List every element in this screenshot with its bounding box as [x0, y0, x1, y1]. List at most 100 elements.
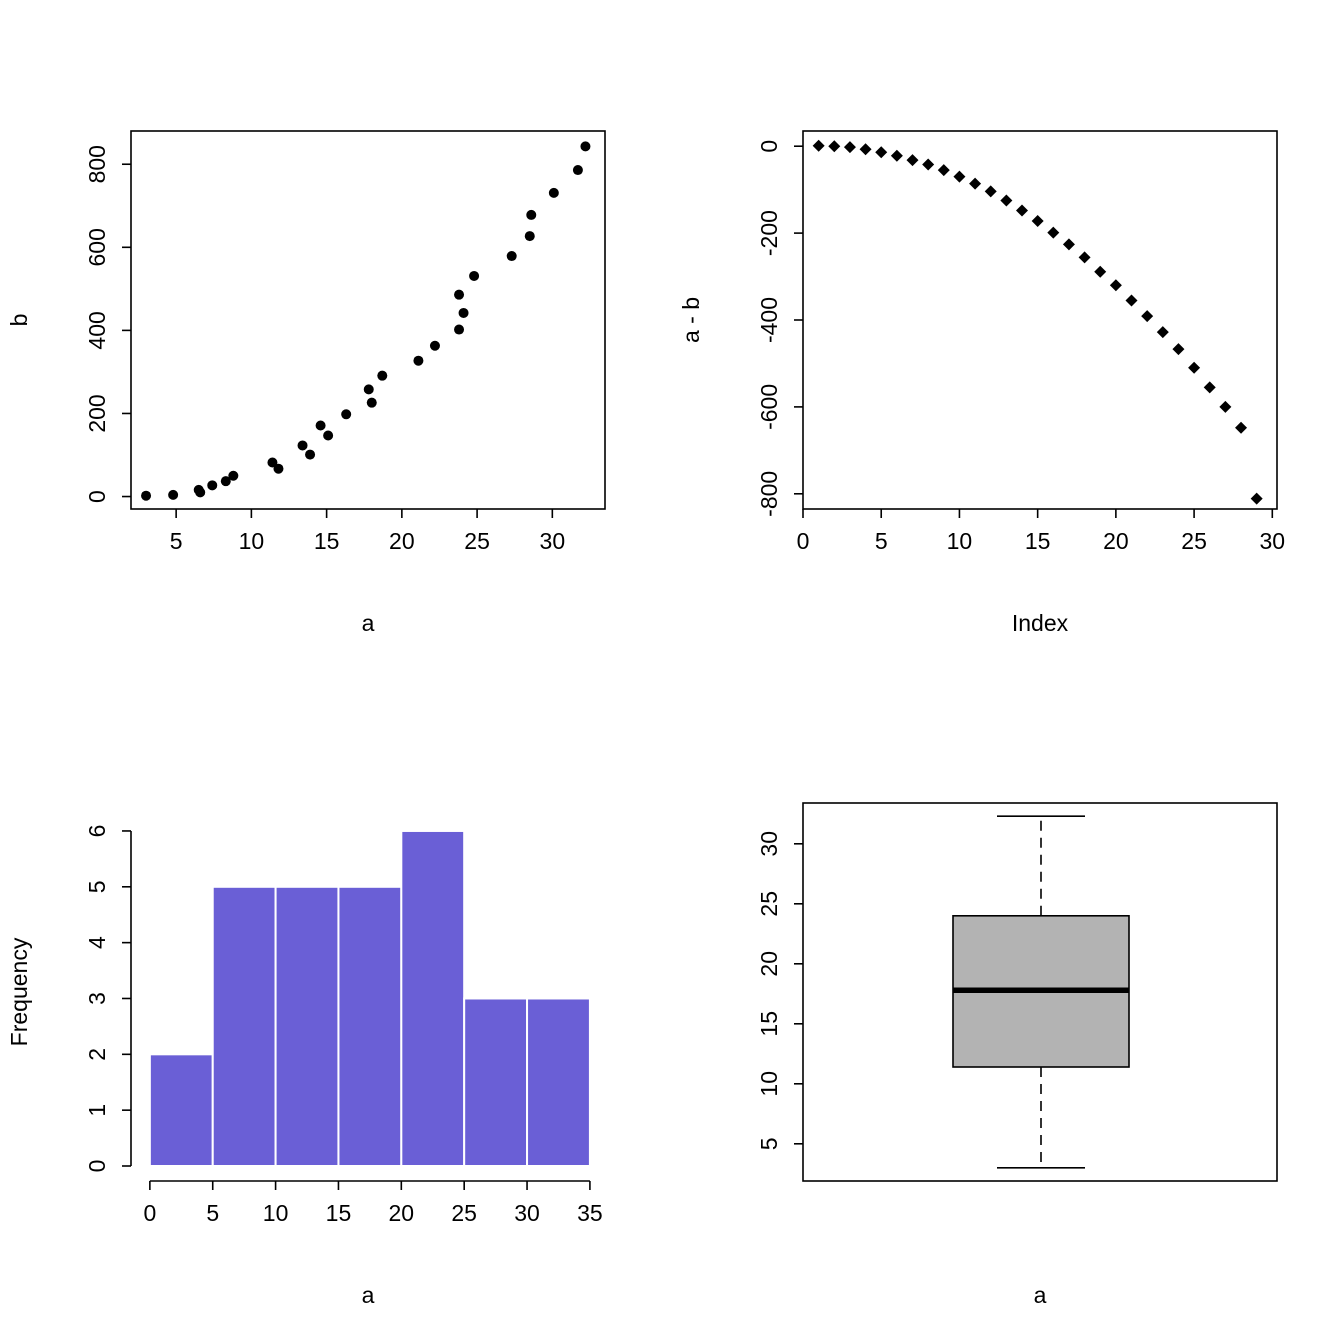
y-tick-label: 3	[84, 992, 110, 1005]
y-axis-ticks: 0 -200 -400 -600 -800	[756, 140, 803, 517]
x-axis-ticks: 0 5 10 15 20 25 30	[797, 509, 1286, 554]
x-axis-title: a	[1034, 1282, 1047, 1308]
histogram-bar	[211, 885, 277, 1167]
data-point	[859, 143, 872, 156]
x-axis-ticks: 0 5 10 15 20 25 30 35	[143, 1180, 603, 1226]
data-point	[207, 480, 218, 491]
x-tick-label: 5	[206, 1200, 219, 1226]
data-point	[969, 177, 982, 190]
data-point	[828, 140, 841, 153]
data-point	[469, 270, 480, 281]
data-point	[220, 476, 231, 487]
data-point	[1078, 251, 1091, 264]
y-tick-label: 0	[756, 140, 782, 153]
data-point	[572, 165, 583, 176]
y-tick-label: 0	[84, 1160, 110, 1173]
x-tick-label: 35	[577, 1200, 603, 1226]
x-tick-label: 20	[1103, 528, 1129, 554]
x-tick-label: 30	[1260, 528, 1286, 554]
y-tick-label: -800	[756, 471, 782, 517]
x-tick-label: 30	[514, 1200, 540, 1226]
y-tick-label: 4	[84, 936, 110, 949]
panel-index-plot: 0 5 10 15 20 25 30 0 -200 -400 -600 -800 Index a -…	[678, 130, 1286, 636]
x-tick-label: 10	[947, 528, 973, 554]
x-axis-ticks: 5 10 15 20 25 30	[170, 509, 565, 554]
data-point	[1125, 294, 1138, 307]
y-tick-label: -200	[756, 210, 782, 256]
data-point	[1203, 381, 1216, 394]
data-point	[458, 307, 469, 318]
data-point	[228, 470, 239, 481]
data-point	[506, 251, 517, 262]
plot-frame	[130, 130, 606, 510]
y-tick-label: 25	[756, 891, 782, 917]
data-point	[548, 187, 559, 198]
data-point	[843, 141, 856, 154]
data-point	[1219, 400, 1232, 413]
data-point	[922, 158, 935, 171]
x-tick-label: 15	[326, 1200, 352, 1226]
data-point	[1094, 265, 1107, 278]
y-tick-label: -600	[756, 384, 782, 430]
x-tick-label: 25	[464, 528, 490, 554]
data-point	[524, 231, 535, 242]
plot-frame	[802, 802, 1278, 1182]
x-axis-title: Index	[1012, 610, 1069, 636]
data-point	[141, 490, 152, 501]
data-point	[953, 170, 966, 183]
x-tick-label: 0	[143, 1200, 156, 1226]
data-point	[305, 449, 316, 460]
histogram-bars	[148, 829, 591, 1168]
data-point	[1031, 214, 1044, 227]
y-tick-label: 800	[84, 145, 110, 183]
boxplot-marks	[952, 815, 1130, 1169]
data-point	[1141, 310, 1154, 323]
y-axis-ticks: 0 200 400 600 800	[84, 145, 131, 503]
data-point	[1188, 361, 1201, 374]
data-point	[413, 355, 424, 366]
data-point	[195, 487, 206, 498]
x-tick-label: 15	[1025, 528, 1051, 554]
y-axis-ticks: 0 1 2 3 4 5 6	[84, 825, 132, 1173]
data-point	[890, 149, 903, 162]
y-axis-title: b	[6, 314, 32, 327]
y-tick-label: 6	[84, 825, 110, 838]
histogram-bar	[274, 885, 340, 1167]
histogram-bar	[400, 829, 466, 1168]
data-point	[1172, 343, 1185, 356]
y-tick-label: -400	[756, 297, 782, 343]
data-point	[377, 370, 388, 381]
plot-frame	[802, 130, 1278, 510]
histogram-bar	[337, 885, 403, 1167]
data-point	[341, 409, 352, 420]
y-tick-label: 200	[84, 394, 110, 432]
x-tick-label: 25	[451, 1200, 477, 1226]
data-point	[1250, 492, 1263, 505]
y-axis-title: a - b	[678, 297, 704, 343]
data-point	[1000, 194, 1013, 207]
data-point	[315, 420, 326, 431]
data-point	[580, 141, 591, 152]
panel-histogram: 0 5 10 15 20 25 30 35 0 1 2 3 4 5 6 a Frequency	[6, 825, 603, 1308]
data-point	[906, 154, 919, 167]
y-tick-label: 30	[756, 831, 782, 857]
y-tick-label: 0	[84, 490, 110, 503]
data-point	[1109, 279, 1122, 292]
data-point	[1047, 226, 1060, 239]
data-point	[323, 430, 334, 441]
data-point	[526, 209, 537, 220]
x-tick-label: 0	[797, 528, 810, 554]
x-tick-label: 10	[263, 1200, 289, 1226]
x-tick-label: 25	[1181, 528, 1207, 554]
y-tick-label: 600	[84, 228, 110, 266]
y-tick-label: 1	[84, 1104, 110, 1117]
x-tick-label: 10	[239, 528, 265, 554]
data-point	[984, 185, 997, 198]
y-tick-label: 5	[84, 880, 110, 893]
data-point	[875, 146, 888, 159]
data-point	[812, 139, 825, 152]
data-point	[297, 440, 308, 451]
x-axis-title: a	[362, 1282, 375, 1308]
x-axis-title: a	[362, 610, 375, 636]
scatter-points	[141, 141, 591, 501]
